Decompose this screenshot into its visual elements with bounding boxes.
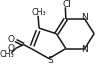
Text: S: S [47,56,53,65]
Text: O: O [8,44,15,53]
Text: CH₃: CH₃ [32,8,46,17]
Text: N: N [81,45,88,54]
Text: N: N [81,13,88,22]
Text: O: O [8,35,15,44]
Text: Cl: Cl [62,0,71,9]
Text: CH₃: CH₃ [0,50,15,59]
